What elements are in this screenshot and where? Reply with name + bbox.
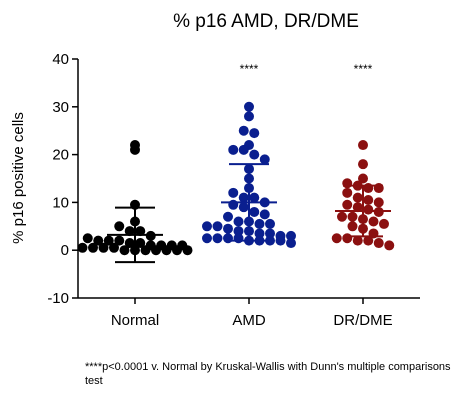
x-tick-label: AMD	[232, 312, 266, 329]
data-point	[135, 226, 146, 237]
data-point	[238, 144, 249, 155]
data-groups: **** ****	[77, 62, 395, 264]
data-point	[358, 140, 368, 151]
group-dr-dme: ****	[331, 62, 395, 251]
data-point	[98, 242, 109, 253]
data-point	[244, 111, 254, 122]
data-point	[249, 192, 260, 203]
data-point	[249, 206, 260, 217]
data-point	[223, 233, 233, 244]
significance-mark: ****	[354, 62, 373, 76]
data-point	[228, 199, 239, 210]
data-point	[135, 238, 146, 249]
x-tick-label: Normal	[111, 312, 159, 329]
data-point	[337, 211, 347, 222]
data-point	[249, 128, 260, 139]
data-point	[254, 228, 265, 239]
data-point	[244, 101, 254, 112]
data-point	[358, 173, 368, 184]
data-point	[140, 245, 151, 256]
data-point	[363, 183, 374, 194]
data-point	[259, 209, 270, 220]
group-amd: ****	[202, 62, 296, 249]
chart-title: % p16 AMD, DR/DME	[173, 11, 359, 32]
data-point	[358, 159, 368, 170]
data-point	[352, 202, 363, 213]
data-point	[151, 245, 161, 256]
data-point	[352, 235, 363, 246]
data-point	[259, 154, 270, 165]
x-tick-label: DR/DME	[333, 312, 392, 329]
footnote: ****p<0.0001 v. Normal by Kruskal-Wallis…	[85, 361, 451, 387]
data-point	[114, 221, 125, 232]
data-point	[124, 226, 135, 237]
data-point	[379, 218, 389, 229]
data-point	[233, 216, 244, 227]
data-point	[331, 233, 342, 244]
data-point	[182, 245, 193, 256]
y-tick-label: -10	[47, 290, 69, 307]
data-point	[347, 221, 358, 232]
data-point	[265, 228, 275, 239]
data-point	[88, 242, 98, 253]
data-point	[238, 202, 249, 213]
data-point	[233, 226, 244, 237]
data-point	[342, 178, 353, 189]
data-point	[109, 242, 119, 253]
data-point	[93, 235, 104, 246]
data-point	[161, 245, 172, 256]
data-point	[228, 187, 239, 198]
data-point	[286, 238, 296, 249]
data-point	[228, 144, 239, 155]
y-tick-label: 10	[52, 194, 69, 211]
data-point	[373, 238, 384, 249]
data-point	[352, 192, 363, 203]
data-point	[249, 149, 260, 160]
y-tick-label: 30	[52, 99, 69, 116]
data-point	[347, 211, 358, 222]
data-point	[254, 218, 265, 229]
data-point	[286, 230, 296, 241]
data-point	[368, 216, 379, 227]
data-point	[233, 233, 244, 244]
data-point	[265, 235, 275, 246]
y-tick-label: 20	[52, 147, 69, 164]
data-point	[130, 144, 140, 155]
data-point	[202, 221, 212, 232]
y-axis-title: % p16 positive cells	[10, 112, 27, 244]
data-point	[373, 183, 384, 194]
data-point	[124, 238, 135, 249]
data-point	[114, 235, 125, 246]
y-axis: -10 0 10 20 30 40	[47, 51, 79, 307]
data-point	[77, 242, 88, 253]
data-point	[223, 223, 233, 234]
x-axis: Normal AMD DR/DME	[78, 297, 420, 329]
data-point	[238, 125, 249, 136]
data-point	[342, 233, 353, 244]
significance-mark: ****	[240, 62, 259, 76]
group-normal	[77, 140, 193, 264]
data-point	[82, 233, 93, 244]
data-point	[342, 199, 353, 210]
data-point	[363, 235, 374, 246]
data-point	[172, 245, 182, 256]
data-point	[342, 187, 353, 198]
data-point	[103, 235, 114, 246]
data-point	[212, 233, 223, 244]
data-point	[119, 245, 130, 256]
data-point	[275, 235, 286, 246]
data-point	[363, 204, 374, 215]
data-point	[202, 233, 212, 244]
y-tick-label: 40	[52, 51, 69, 68]
data-point	[238, 192, 249, 203]
data-point	[373, 197, 384, 208]
data-point	[363, 195, 374, 206]
data-point	[384, 240, 395, 251]
data-point	[265, 218, 275, 229]
data-point	[212, 221, 223, 232]
data-point	[223, 211, 233, 222]
y-tick-label: 0	[61, 242, 69, 259]
